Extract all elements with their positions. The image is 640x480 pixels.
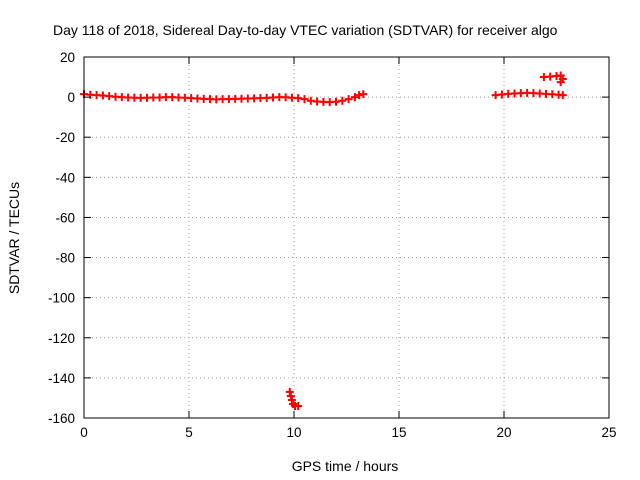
data-point xyxy=(286,391,295,400)
data-point xyxy=(344,95,353,104)
y-tick-labels: -160 -140 -120 -100 -80 -60 -40 -20 0 20 xyxy=(48,50,75,426)
grid-lines xyxy=(84,57,609,418)
y-tick-label: -60 xyxy=(55,210,75,225)
x-tick-label: 15 xyxy=(391,425,406,440)
data-point xyxy=(350,93,359,102)
y-tick-label: -160 xyxy=(48,411,75,426)
y-tick-label: 20 xyxy=(60,50,75,65)
y-axis-title: SDTVAR / TECUs xyxy=(6,182,22,294)
chart-title: Day 118 of 2018, Sidereal Day-to-day VTE… xyxy=(53,22,558,38)
y-tick-label: -40 xyxy=(55,170,75,185)
x-tick-label: 5 xyxy=(185,425,193,440)
data-point xyxy=(300,95,309,104)
data-point xyxy=(338,96,347,105)
plot-frame xyxy=(83,56,610,419)
x-tick-label: 0 xyxy=(80,425,88,440)
y-tick-label: -80 xyxy=(55,251,75,266)
axis-ticks xyxy=(83,56,610,419)
x-tick-labels: 0 5 10 15 20 25 xyxy=(80,425,616,440)
y-tick-label: -120 xyxy=(48,331,75,346)
x-tick-label: 25 xyxy=(601,425,616,440)
data-point xyxy=(355,91,364,100)
y-tick-label: -20 xyxy=(55,130,75,145)
y-tick-label: -100 xyxy=(48,291,75,306)
y-tick-label: 0 xyxy=(67,90,75,105)
data-point xyxy=(359,90,368,99)
y-tick-label: -140 xyxy=(48,371,75,386)
data-point xyxy=(285,387,294,396)
data-point xyxy=(294,401,303,410)
x-axis-title: GPS time / hours xyxy=(292,458,399,474)
data-point xyxy=(332,97,340,106)
data-point xyxy=(558,91,567,100)
data-points xyxy=(80,71,567,410)
data-point xyxy=(556,78,565,87)
data-point xyxy=(294,94,303,103)
x-tick-label: 10 xyxy=(286,425,301,440)
data-point xyxy=(287,395,296,404)
x-tick-label: 20 xyxy=(496,425,511,440)
